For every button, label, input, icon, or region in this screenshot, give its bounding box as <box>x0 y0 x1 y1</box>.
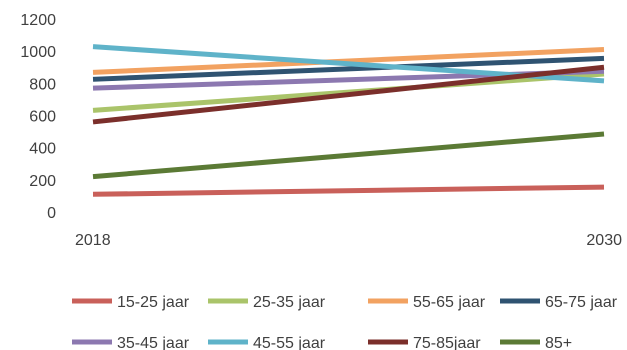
series-line-55-65-jaar <box>92 47 605 75</box>
legend-label: 25-35 jaar <box>253 294 326 311</box>
series-line-75-85jaar <box>92 64 605 125</box>
legend-label: 35-45 jaar <box>117 335 190 350</box>
legend-item: 55-65 jaar <box>368 294 486 311</box>
y-tick-label: 800 <box>29 76 56 93</box>
y-tick-label: 600 <box>29 109 56 126</box>
legend-label: 45-55 jaar <box>253 335 326 350</box>
x-axis-ticks: 2018 2030 <box>75 232 622 249</box>
legend-item: 15-25 jaar <box>72 294 190 311</box>
y-tick-label: 0 <box>47 205 56 222</box>
legend-item: 25-35 jaar <box>208 294 326 311</box>
legend-item: 45-55 jaar <box>208 335 326 350</box>
legend: 15-25 jaar 25-35 jaar 55-65 jaar 65-75 jaar… <box>72 294 618 350</box>
x-tick-label: 2030 <box>586 232 622 249</box>
series-line-85- <box>92 131 605 180</box>
y-tick-label: 200 <box>29 173 56 190</box>
series-line-65-75-jaar <box>92 55 605 82</box>
legend-label: 55-65 jaar <box>413 294 486 311</box>
y-tick-label: 400 <box>29 141 56 158</box>
legend-item: 75-85jaar <box>368 335 481 350</box>
series-line-15-25-jaar <box>92 184 605 197</box>
legend-label: 15-25 jaar <box>117 294 190 311</box>
legend-label: 75-85jaar <box>413 335 481 350</box>
y-tick-label: 1000 <box>20 44 56 61</box>
y-tick-label: 1200 <box>20 12 56 29</box>
x-tick-label: 2018 <box>75 232 111 249</box>
legend-item: 35-45 jaar <box>72 335 190 350</box>
legend-item: 85+ <box>500 335 572 350</box>
series-lines <box>92 44 605 197</box>
legend-label: 65-75 jaar <box>545 294 618 311</box>
legend-item: 65-75 jaar <box>500 294 618 311</box>
y-axis-ticks: 0 200 400 600 800 1000 1200 <box>20 12 56 222</box>
legend-label: 85+ <box>545 335 572 350</box>
